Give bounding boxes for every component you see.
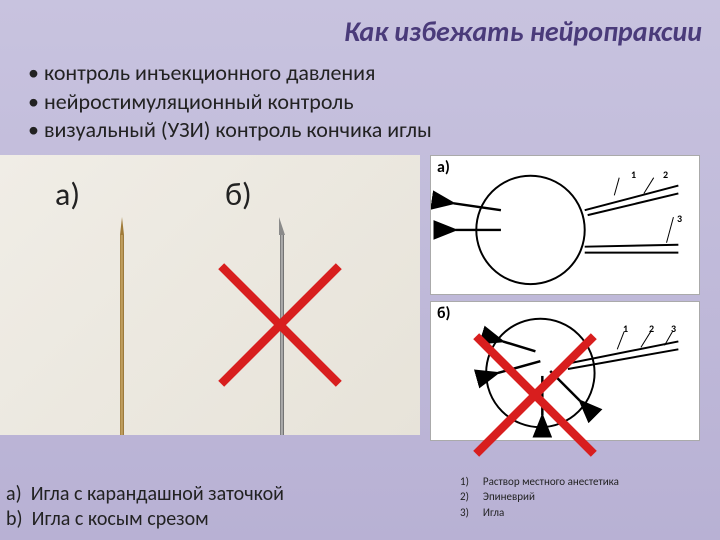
legend-text-3: Игла <box>483 505 619 520</box>
legend-numbers: 1) 2) 3) <box>460 474 469 520</box>
content-area: а) б) а) <box>0 155 720 475</box>
diagram-a-num-3: 3 <box>677 212 682 225</box>
slide: Как избежать нейропраксии контроль инъек… <box>0 0 720 540</box>
bullet-item: контроль инъекционного давления <box>28 59 700 88</box>
diagram-a-num-1: 1 <box>631 168 636 181</box>
legend-text-1: Раствор местного анестетика <box>483 474 619 489</box>
cross-icon <box>465 325 605 465</box>
caption-b-marker: b) <box>6 507 23 531</box>
caption-b-text: Игла с косым срезом <box>32 507 209 531</box>
cross-icon <box>210 255 350 395</box>
legend: 1) 2) 3) Раствор местного анестетика Эпи… <box>460 474 619 520</box>
caption-b: b) Игла с косым срезом <box>6 507 284 532</box>
bullet-item: визуальный (УЗИ) контроль кончика иглы <box>28 116 700 145</box>
bullet-list: контроль инъекционного давления нейрости… <box>0 55 720 155</box>
diagram-b-num-3: 3 <box>671 322 676 335</box>
caption-a: a) Игла с карандашной заточкой <box>6 482 284 507</box>
diagram-a-svg <box>431 156 699 294</box>
photo-label-a: а) <box>55 175 80 214</box>
legend-texts: Раствор местного анестетика Эпиневрий Иг… <box>483 474 619 520</box>
caption-a-marker: a) <box>6 482 22 506</box>
diagram-a-label: а) <box>437 158 450 177</box>
legend-num-3: 3) <box>460 505 469 520</box>
needle-a <box>120 235 124 435</box>
diagram-a-num-2: 2 <box>663 168 668 181</box>
diagram-b-num-2: 2 <box>649 322 654 335</box>
legend-text-2: Эпиневрий <box>483 489 619 504</box>
diagram-a: а) <box>430 155 700 295</box>
diagram-b-label: б) <box>437 304 451 323</box>
caption-left: a) Игла с карандашной заточкой b) Игла с… <box>6 482 284 532</box>
bullet-item: нейростимуляционный контроль <box>28 88 700 117</box>
photo-label-b: б) <box>225 175 252 214</box>
caption-a-text: Игла с карандашной заточкой <box>31 482 284 506</box>
diagram-b-num-1: 1 <box>623 322 628 335</box>
legend-num-1: 1) <box>460 474 469 489</box>
slide-title: Как избежать нейропраксии <box>0 0 720 55</box>
legend-num-2: 2) <box>460 489 469 504</box>
